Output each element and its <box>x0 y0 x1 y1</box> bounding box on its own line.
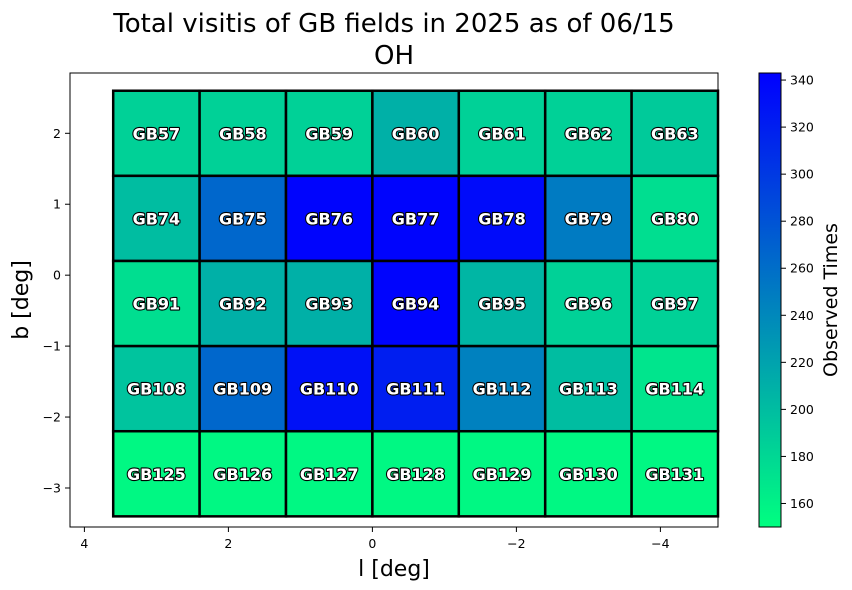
y-tick-label: −3 <box>43 480 61 495</box>
label-gb97: GB97 <box>651 295 699 314</box>
colorbar-label: Observed Times <box>820 223 842 377</box>
y-axis-ticks: 2 1 0 −1 −2 −3 <box>43 126 70 495</box>
label-gb60: GB60 <box>392 124 440 143</box>
plot-frame <box>69 72 719 528</box>
colorbar <box>758 72 782 528</box>
label-gb113: GB113 <box>559 380 618 399</box>
label-gb95: GB95 <box>478 295 526 314</box>
label-gb75: GB75 <box>219 209 267 228</box>
x-tick-label: 4 <box>80 536 88 551</box>
tile-gb58 <box>198 89 288 178</box>
colorbar-tick-label: 160 <box>790 496 814 511</box>
tile-gb62 <box>543 89 633 178</box>
tile-gb113 <box>543 344 633 433</box>
label-gb79: GB79 <box>565 209 613 228</box>
y-tick-label: 0 <box>53 268 61 283</box>
colorbar-tick-label: 320 <box>790 120 814 135</box>
label-gb61: GB61 <box>478 124 526 143</box>
label-gb91: GB91 <box>133 295 181 314</box>
label-gb111: GB111 <box>386 380 445 399</box>
y-tick-label: −1 <box>43 339 61 354</box>
label-gb80: GB80 <box>651 209 699 228</box>
colorbar-tick-label: 220 <box>790 355 814 370</box>
label-gb96: GB96 <box>565 295 613 314</box>
tile-gb94 <box>371 259 461 348</box>
label-gb93: GB93 <box>305 295 353 314</box>
label-gb58: GB58 <box>219 124 267 143</box>
tile-gb108 <box>111 344 201 433</box>
tile-gb74 <box>111 174 201 263</box>
label-gb57: GB57 <box>133 124 181 143</box>
label-gb126: GB126 <box>213 465 272 484</box>
field-labels: GB57 GB58 GB59 GB60 GB61 GB62 GB63 GB74 GB75 GB76… <box>126 123 705 485</box>
tile-gb76 <box>284 174 374 263</box>
label-gb94: GB94 <box>392 295 440 314</box>
y-tick-label: −2 <box>43 410 61 425</box>
x-axis-ticks: 4 2 0 −2 −4 <box>80 527 670 551</box>
x-tick-label: 2 <box>224 536 232 551</box>
colorbar-ticks: 160 180 200 220 240 260 280 300 320 340 <box>781 73 814 511</box>
tile-gb92 <box>198 259 288 348</box>
tile-gb80 <box>630 174 720 263</box>
label-gb129: GB129 <box>473 465 532 484</box>
x-axis-label: l [deg] <box>358 557 430 582</box>
label-gb62: GB62 <box>565 124 613 143</box>
tile-gb57 <box>111 89 201 178</box>
label-gb76: GB76 <box>305 209 353 228</box>
colorbar-tick-label: 300 <box>790 167 814 182</box>
chart-subtitle: OH <box>374 41 414 71</box>
tile-gb125 <box>111 429 201 518</box>
tile-gb130 <box>543 429 633 518</box>
label-gb109: GB109 <box>213 380 272 399</box>
label-gb77: GB77 <box>392 209 440 228</box>
colorbar-tick-label: 340 <box>790 73 814 88</box>
tile-gb93 <box>284 259 374 348</box>
label-gb59: GB59 <box>305 124 353 143</box>
colorbar-tick-label: 280 <box>790 214 814 229</box>
label-gb125: GB125 <box>127 465 186 484</box>
colorbar-tick-label: 180 <box>790 449 814 464</box>
label-gb108: GB108 <box>127 380 186 399</box>
tile-gb131 <box>630 429 720 518</box>
y-axis-label: b [deg] <box>9 260 34 340</box>
y-tick-label: 2 <box>53 126 61 141</box>
tile-gb95 <box>457 259 547 348</box>
y-tick-label: 1 <box>53 197 61 212</box>
tile-gb97 <box>630 259 720 348</box>
colorbar-tick-label: 260 <box>790 261 814 276</box>
tile-gb96 <box>543 259 633 348</box>
label-gb74: GB74 <box>133 209 181 228</box>
chart-title: Total visitis of GB fields in 2025 as of… <box>112 9 674 39</box>
label-gb114: GB114 <box>645 380 704 399</box>
label-gb112: GB112 <box>473 380 532 399</box>
label-gb110: GB110 <box>300 380 359 399</box>
tile-gb109 <box>198 344 288 433</box>
heatmap-tiles <box>111 89 720 518</box>
label-gb131: GB131 <box>645 465 704 484</box>
tile-gb78 <box>457 174 547 263</box>
colorbar-tick-label: 200 <box>790 402 814 417</box>
label-gb127: GB127 <box>300 465 359 484</box>
x-tick-label: −2 <box>507 536 525 551</box>
x-tick-label: −4 <box>651 536 669 551</box>
colorbar-tick-label: 240 <box>790 308 814 323</box>
label-gb92: GB92 <box>219 295 267 314</box>
tile-gb127 <box>284 429 374 518</box>
label-gb78: GB78 <box>478 209 526 228</box>
x-tick-label: 0 <box>368 536 376 551</box>
label-gb128: GB128 <box>386 465 445 484</box>
label-gb130: GB130 <box>559 465 618 484</box>
label-gb63: GB63 <box>651 124 699 143</box>
